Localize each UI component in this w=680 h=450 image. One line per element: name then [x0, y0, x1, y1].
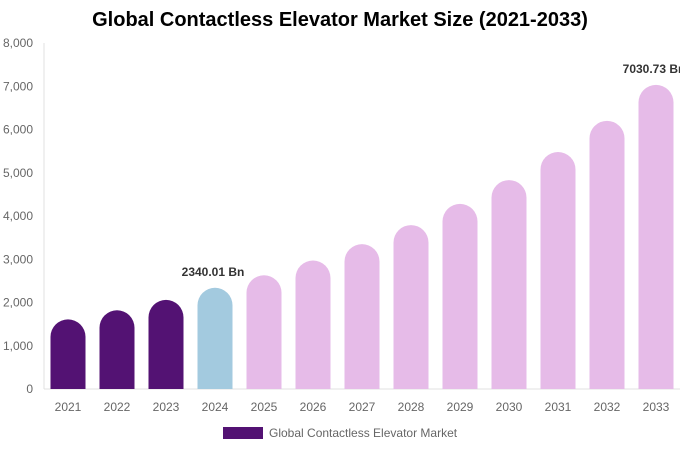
bar-2030	[491, 180, 527, 389]
y-tick-label: 7,000	[3, 79, 33, 93]
bar-2024	[197, 287, 233, 389]
bar-2027	[344, 244, 380, 389]
chart-title: Global Contactless Elevator Market Size …	[92, 9, 588, 31]
y-tick-label: 2,000	[3, 296, 33, 310]
bar-2031	[540, 151, 576, 389]
x-tick-label: 2027	[349, 400, 376, 414]
data-label: 2340.01 Bn	[182, 265, 245, 279]
x-tick-label: 2023	[153, 400, 180, 414]
bar-2033	[638, 84, 674, 389]
x-tick-label: 2029	[447, 400, 474, 414]
bar-2021	[50, 319, 86, 389]
y-tick-label: 8,000	[3, 36, 33, 50]
y-tick-label: 5,000	[3, 166, 33, 180]
x-tick-label: 2022	[104, 400, 131, 414]
x-tick-label: 2032	[594, 400, 621, 414]
x-tick-label: 2025	[251, 400, 278, 414]
x-tick-label: 2030	[496, 400, 523, 414]
y-tick-label: 0	[26, 382, 33, 396]
y-tick-label: 1,000	[3, 339, 33, 353]
y-tick-label: 3,000	[3, 252, 33, 266]
data-label: 7030.73 Bn	[623, 62, 680, 76]
legend[interactable]: Global Contactless Elevator Market	[223, 426, 457, 440]
legend-swatch	[223, 427, 263, 439]
bar-2025	[246, 275, 282, 389]
bar-2029	[442, 203, 478, 389]
legend-label: Global Contactless Elevator Market	[269, 426, 458, 440]
y-tick-label: 6,000	[3, 123, 33, 137]
bar-2022	[99, 310, 135, 389]
bar-2026	[295, 260, 331, 389]
x-tick-label: 2028	[398, 400, 425, 414]
x-tick-label: 2021	[55, 400, 82, 414]
x-tick-label: 2024	[202, 400, 229, 414]
bar-2028	[393, 225, 429, 389]
x-tick-label: 2031	[545, 400, 572, 414]
bar-chart: 0 1,000 2,000 3,000 4,000 5,000 6,000 7,000 8,00…	[3, 36, 680, 414]
bar-2032	[589, 120, 625, 389]
x-tick-label: 2026	[300, 400, 327, 414]
x-tick-label: 2033	[643, 400, 670, 414]
bar-2023	[148, 299, 184, 389]
y-tick-label: 4,000	[3, 209, 33, 223]
